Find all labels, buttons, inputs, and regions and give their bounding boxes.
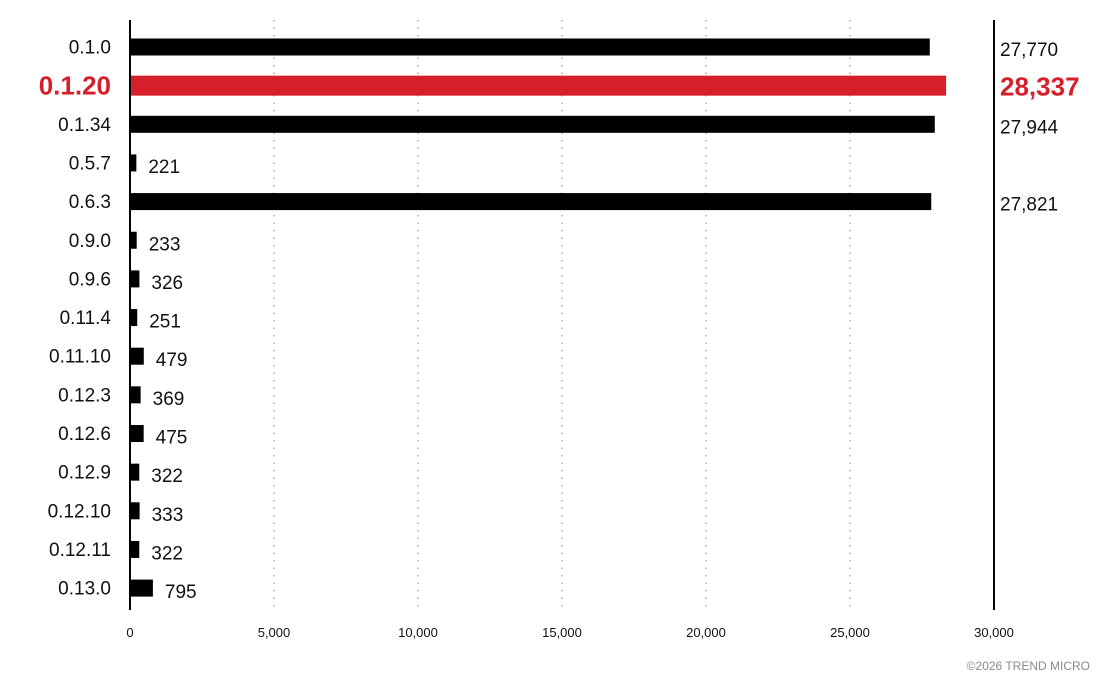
bar <box>130 540 140 558</box>
x-tick-label: 0 <box>126 625 133 640</box>
bar <box>130 193 932 211</box>
category-label: 0.11.4 <box>60 308 112 329</box>
x-tick-label: 30,000 <box>974 625 1014 640</box>
axes <box>129 20 995 610</box>
category-label: 0.11.10 <box>49 347 111 368</box>
bar <box>130 270 140 288</box>
category-label: 0.1.0 <box>69 38 111 59</box>
category-label: 0.12.6 <box>58 424 111 445</box>
value-label: 475 <box>156 428 188 449</box>
value-label: 27,944 <box>1000 117 1059 138</box>
x-tick-label: 10,000 <box>398 625 438 640</box>
value-label: 322 <box>151 466 183 487</box>
value-label: 369 <box>153 389 185 410</box>
value-label: 479 <box>156 350 188 371</box>
category-label: 0.9.0 <box>69 231 111 252</box>
bar <box>130 347 144 365</box>
bar <box>130 502 140 520</box>
value-label: 221 <box>148 157 180 178</box>
bar <box>130 115 935 133</box>
labels: 0 5,000 10,000 15,000 20,000 25,000 30,000 0.1.… <box>39 38 1080 641</box>
value-label: 795 <box>165 582 197 603</box>
bar <box>130 386 141 404</box>
category-label: 0.12.3 <box>58 385 111 406</box>
value-label: 333 <box>152 505 184 526</box>
x-tick-label: 15,000 <box>542 625 582 640</box>
category-label: 0.5.7 <box>69 153 111 174</box>
category-label: 0.12.10 <box>48 501 111 522</box>
value-label: 27,770 <box>1000 40 1058 61</box>
value-label: 251 <box>149 312 181 333</box>
bar <box>130 579 153 597</box>
bars <box>130 38 947 597</box>
category-label: 0.9.6 <box>69 269 111 290</box>
value-label: 322 <box>151 543 183 564</box>
bar <box>130 309 138 327</box>
value-label: 28,337 <box>1000 72 1080 102</box>
value-label: 326 <box>151 273 183 294</box>
category-label: 0.12.9 <box>58 463 111 484</box>
category-label: 0.1.20 <box>39 71 111 101</box>
grid-lines <box>273 20 851 610</box>
bar <box>130 38 930 56</box>
category-label: 0.13.0 <box>58 579 111 600</box>
category-label: 0.12.11 <box>49 540 111 561</box>
bar <box>130 231 137 249</box>
x-tick-label: 5,000 <box>258 625 291 640</box>
bar <box>130 75 947 96</box>
bar <box>130 425 144 442</box>
bar <box>130 463 140 481</box>
x-tick-label: 25,000 <box>830 625 870 640</box>
bar <box>130 154 137 172</box>
category-label: 0.6.3 <box>69 192 111 213</box>
x-tick-label: 20,000 <box>686 625 726 640</box>
category-label: 0.1.34 <box>58 115 111 136</box>
value-label: 233 <box>149 234 181 255</box>
value-label: 27,821 <box>1000 195 1058 216</box>
copyright-text: ©2026 TREND MICRO <box>966 659 1090 673</box>
